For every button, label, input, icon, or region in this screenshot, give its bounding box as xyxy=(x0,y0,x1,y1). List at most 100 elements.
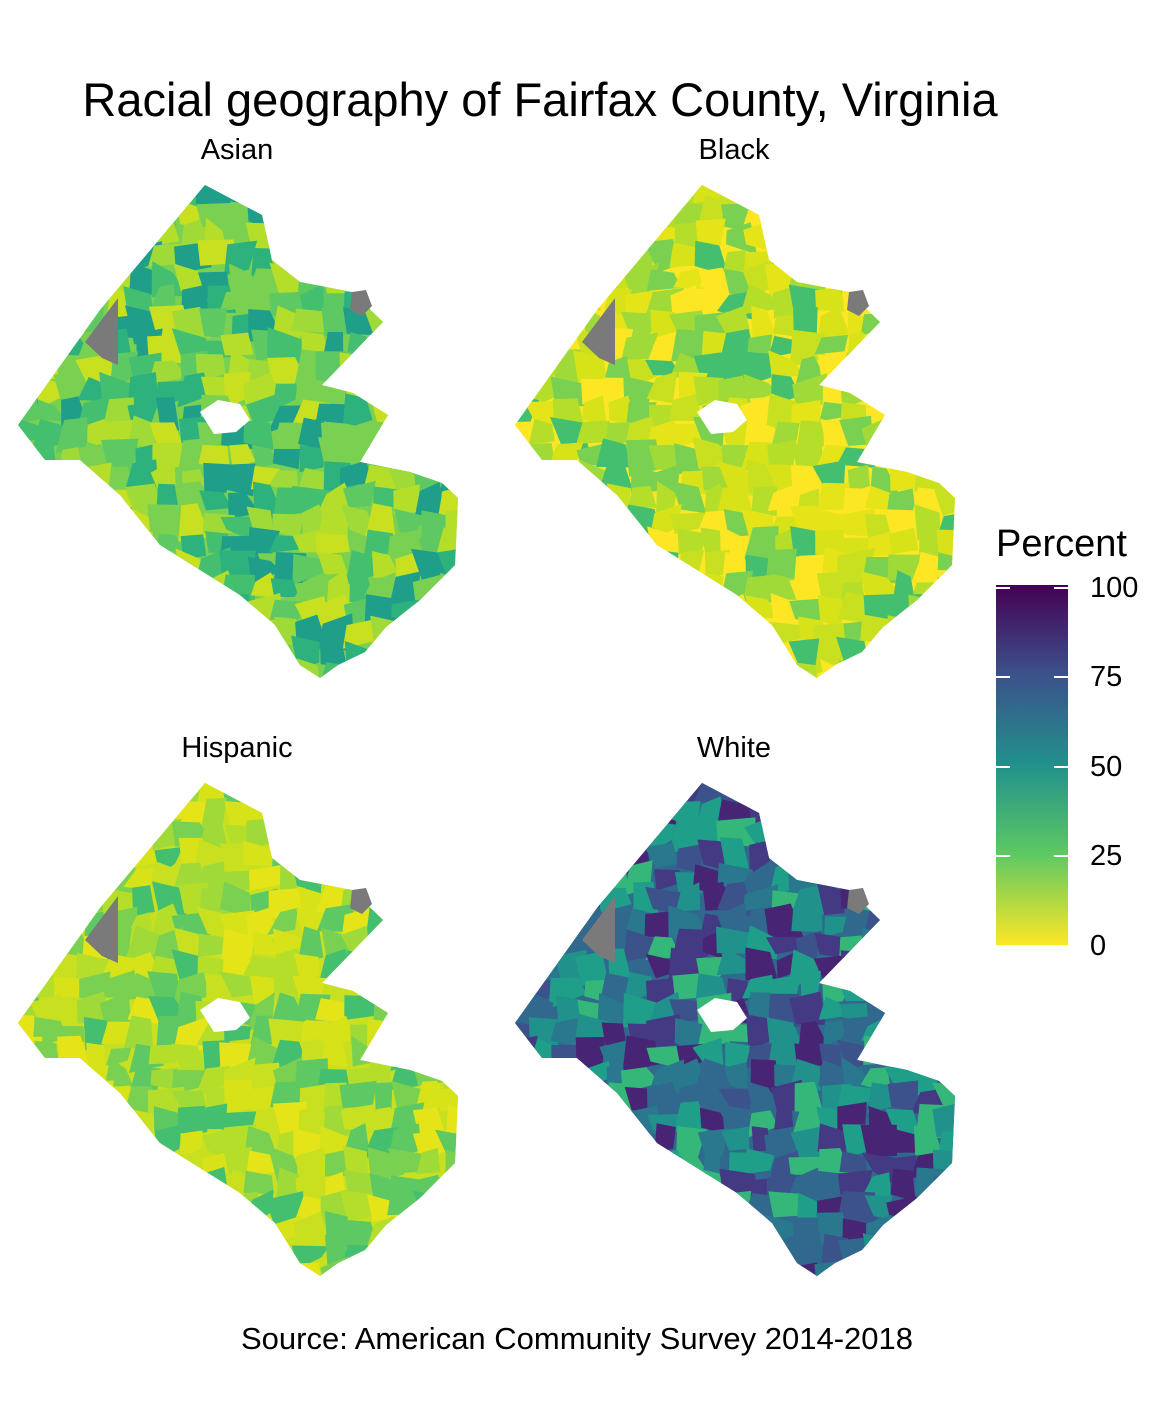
census-tract xyxy=(223,1255,258,1276)
census-tract xyxy=(436,887,458,910)
census-tract xyxy=(884,185,926,209)
census-tract xyxy=(909,401,942,428)
census-tract xyxy=(515,1101,541,1133)
census-tract xyxy=(110,783,132,804)
census-tract xyxy=(669,1058,707,1097)
census-tract xyxy=(297,926,324,964)
census-tract xyxy=(297,804,333,829)
census-tract xyxy=(27,261,67,300)
census-tract xyxy=(172,692,210,712)
census-tract xyxy=(291,783,332,810)
census-tract xyxy=(268,1288,299,1315)
census-tract xyxy=(647,685,683,712)
census-tract xyxy=(869,815,890,851)
census-tract xyxy=(745,658,771,678)
census-tract xyxy=(395,783,425,807)
census-tract xyxy=(438,598,458,625)
census-tract xyxy=(553,1189,589,1222)
census-tract xyxy=(466,287,495,313)
census-tract xyxy=(56,1146,90,1175)
census-tract xyxy=(910,294,940,319)
census-tract xyxy=(395,1013,418,1048)
census-tract xyxy=(468,460,497,494)
census-tract xyxy=(316,249,349,277)
census-tract xyxy=(597,859,629,891)
census-tract xyxy=(752,645,779,666)
census-tract xyxy=(462,930,487,962)
census-tract xyxy=(272,448,301,470)
census-tract xyxy=(577,837,614,865)
census-tract xyxy=(440,307,458,338)
census-tract xyxy=(515,333,535,360)
census-tract xyxy=(577,1211,604,1250)
census-tract xyxy=(572,1280,609,1311)
census-tract xyxy=(219,1279,260,1310)
census-tract xyxy=(838,935,869,965)
census-tract xyxy=(466,222,492,253)
census-tract xyxy=(959,1236,985,1272)
census-tract xyxy=(620,552,657,574)
census-tract xyxy=(437,1211,458,1238)
census-tract xyxy=(18,1172,37,1197)
census-tract xyxy=(766,664,806,678)
census-tract xyxy=(435,527,458,558)
census-tract xyxy=(76,1255,107,1276)
census-tract xyxy=(18,1217,45,1248)
census-tract xyxy=(526,261,566,297)
census-tract xyxy=(78,506,115,534)
census-tract xyxy=(960,244,989,275)
census-tract xyxy=(435,1129,458,1159)
census-tract xyxy=(789,329,826,367)
census-tract xyxy=(154,1124,183,1162)
census-tract xyxy=(147,1265,185,1276)
census-tract xyxy=(131,1113,157,1134)
census-tract xyxy=(131,885,155,917)
census-tract xyxy=(892,283,915,317)
census-tract xyxy=(890,860,925,890)
census-tract xyxy=(366,227,401,257)
census-tract xyxy=(579,1107,608,1130)
census-tract xyxy=(552,574,588,604)
census-tract xyxy=(625,578,661,601)
census-tract xyxy=(597,1145,636,1184)
census-tract xyxy=(864,485,894,511)
census-tract xyxy=(220,574,256,604)
census-tract xyxy=(794,201,822,227)
census-tract xyxy=(645,1234,682,1270)
fairfax-city-hole xyxy=(200,998,250,1032)
census-tract xyxy=(797,687,821,717)
census-tract xyxy=(963,847,995,869)
census-tract xyxy=(463,438,488,470)
census-tract xyxy=(343,481,376,508)
census-tract xyxy=(10,1283,36,1310)
census-tract xyxy=(524,185,557,212)
census-tract xyxy=(173,1190,211,1227)
census-tract xyxy=(847,464,871,493)
census-tract xyxy=(934,416,955,452)
census-tract xyxy=(123,531,153,554)
census-tract xyxy=(219,288,256,311)
census-tract xyxy=(673,1215,706,1248)
census-tract xyxy=(960,960,998,983)
census-tract xyxy=(886,373,914,405)
census-tract xyxy=(550,602,584,619)
census-tract xyxy=(79,837,110,874)
census-tract xyxy=(156,1016,180,1053)
census-tract xyxy=(933,1035,955,1068)
census-tract xyxy=(860,312,892,335)
census-tract xyxy=(524,547,564,580)
census-tract xyxy=(78,1170,106,1205)
census-tract xyxy=(814,334,849,355)
census-tract xyxy=(270,800,300,830)
census-tract xyxy=(152,443,184,472)
census-tract xyxy=(55,534,81,559)
census-tract xyxy=(596,438,634,468)
census-tract xyxy=(908,934,948,965)
census-tract xyxy=(792,240,823,279)
census-tract xyxy=(85,484,110,517)
census-tract xyxy=(600,1124,638,1154)
census-tract xyxy=(295,1289,332,1310)
census-tract xyxy=(417,290,452,312)
census-tract xyxy=(885,949,921,982)
census-tract xyxy=(959,358,994,381)
